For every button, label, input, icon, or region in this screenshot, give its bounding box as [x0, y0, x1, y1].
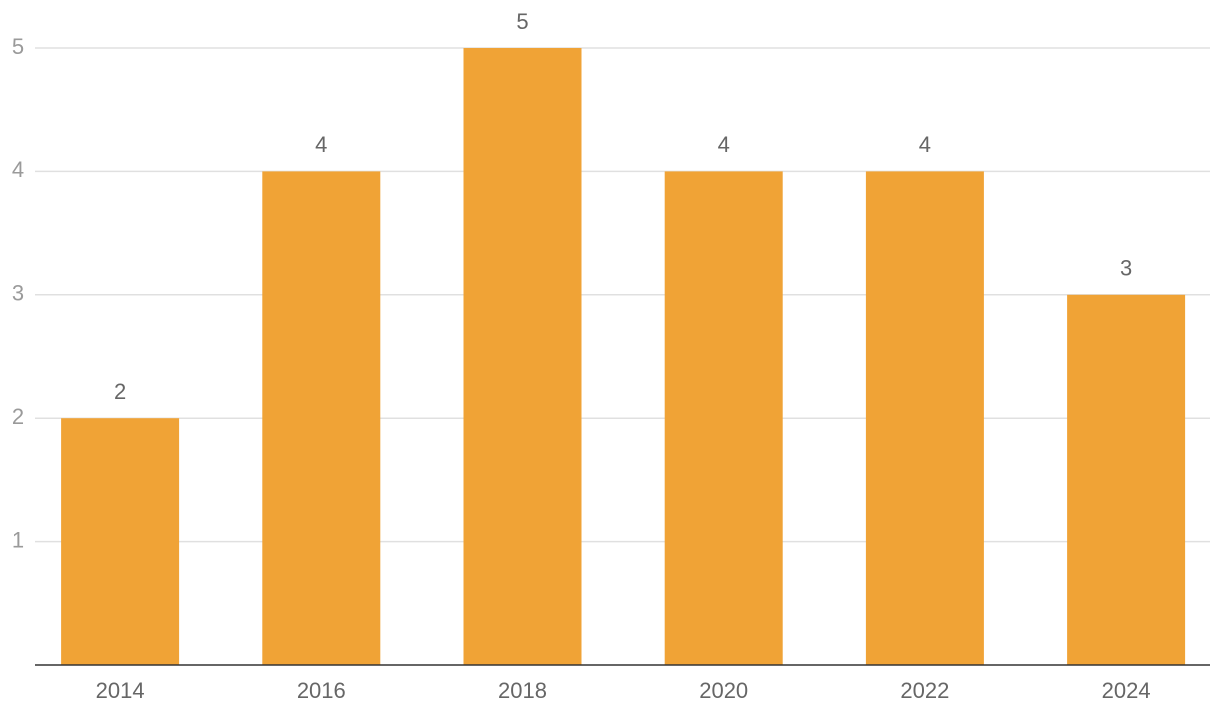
bar [262, 171, 381, 665]
value-label: 4 [315, 132, 327, 157]
x-tick-label: 2014 [96, 678, 145, 703]
y-tick-label: 1 [12, 527, 24, 552]
x-tick-label: 2024 [1102, 678, 1151, 703]
value-label: 5 [516, 9, 528, 34]
bar [1067, 294, 1186, 665]
value-label: 3 [1120, 256, 1132, 281]
bar [463, 48, 582, 665]
y-tick-label: 3 [12, 281, 24, 306]
x-tick-label: 2022 [900, 678, 949, 703]
x-tick-label: 2016 [297, 678, 346, 703]
bar [664, 171, 783, 665]
value-label: 4 [718, 132, 730, 157]
bar [61, 418, 180, 665]
value-label: 4 [919, 132, 931, 157]
y-tick-label: 2 [12, 404, 24, 429]
x-tick-label: 2018 [498, 678, 547, 703]
y-tick-label: 5 [12, 34, 24, 59]
x-tick-label: 2020 [699, 678, 748, 703]
y-tick-label: 4 [12, 157, 24, 182]
bar [865, 171, 984, 665]
value-label: 2 [114, 379, 126, 404]
